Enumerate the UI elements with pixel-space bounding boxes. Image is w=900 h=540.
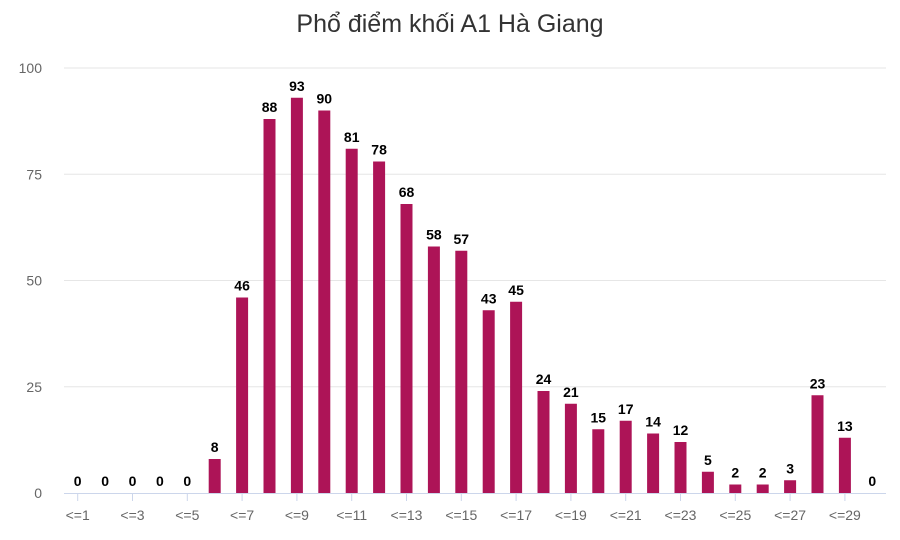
data-label: 58 xyxy=(426,227,442,243)
bar xyxy=(373,161,386,493)
bar xyxy=(510,301,523,493)
data-label: 5 xyxy=(704,452,712,468)
x-tick-label: <=23 xyxy=(665,507,697,523)
data-label: 0 xyxy=(183,473,191,489)
data-label: 2 xyxy=(759,465,767,481)
bar xyxy=(455,250,468,493)
x-tick-label: <=21 xyxy=(610,507,642,523)
data-label: 0 xyxy=(868,473,876,489)
data-label: 57 xyxy=(454,231,470,247)
y-tick-label: 50 xyxy=(26,273,42,289)
bar xyxy=(208,459,221,493)
data-label: 68 xyxy=(399,184,415,200)
bar xyxy=(236,297,249,493)
x-tick-label: <=29 xyxy=(829,507,861,523)
bar xyxy=(400,204,413,493)
x-tick-label: <=15 xyxy=(445,507,477,523)
bar xyxy=(263,119,276,493)
x-tick-label: <=1 xyxy=(66,507,90,523)
bar xyxy=(647,433,660,493)
bar xyxy=(345,148,358,493)
x-axis: <=1 <=3 <=5 <=7 <=9 <=11 <=13 <=15 <=17 <=19 <=21 <… xyxy=(64,493,886,523)
bar xyxy=(729,484,742,493)
chart-title: Phổ điểm khối A1 Hà Giang xyxy=(296,10,604,38)
data-label: 45 xyxy=(508,282,524,298)
y-tick-label: 100 xyxy=(19,60,43,76)
x-tick-label: <=17 xyxy=(500,507,532,523)
bar xyxy=(427,246,440,493)
data-label: 23 xyxy=(810,375,826,391)
data-label: 0 xyxy=(101,473,109,489)
data-label: 2 xyxy=(731,465,739,481)
x-tick-label: <=19 xyxy=(555,507,587,523)
data-label: 0 xyxy=(129,473,137,489)
bar xyxy=(592,429,605,493)
data-labels: 0 0 0 0 0 8 46 88 93 90 81 78 68 58 57 43 45 24 21 15 17 14 12… xyxy=(74,78,877,489)
y-tick-label: 0 xyxy=(34,485,42,501)
bar xyxy=(564,403,577,493)
data-label: 78 xyxy=(371,142,387,158)
data-label: 14 xyxy=(645,414,661,430)
bar xyxy=(784,480,797,493)
data-label: 15 xyxy=(591,409,607,425)
data-label: 12 xyxy=(673,422,689,438)
data-label: 3 xyxy=(786,460,794,476)
data-label: 0 xyxy=(156,473,164,489)
bar xyxy=(537,391,550,493)
bar xyxy=(482,310,495,493)
data-label: 90 xyxy=(317,91,333,107)
data-label: 46 xyxy=(234,278,250,294)
bar xyxy=(290,97,303,493)
bar xyxy=(756,484,769,493)
data-label: 13 xyxy=(837,418,853,434)
x-tick-label: <=13 xyxy=(391,507,423,523)
y-axis: 0 25 50 75 100 xyxy=(19,60,43,501)
bar xyxy=(318,110,331,493)
data-label: 81 xyxy=(344,129,360,145)
gridlines xyxy=(64,67,886,388)
y-tick-label: 25 xyxy=(26,379,42,395)
data-label: 21 xyxy=(563,384,579,400)
data-label: 17 xyxy=(618,401,634,417)
bar xyxy=(701,471,714,493)
bars xyxy=(208,97,851,493)
bar xyxy=(619,420,632,493)
data-label: 24 xyxy=(536,371,552,387)
y-tick-label: 75 xyxy=(26,166,42,182)
x-tick-label: <=3 xyxy=(120,507,144,523)
bar xyxy=(674,442,687,493)
x-tick-label: <=5 xyxy=(175,507,199,523)
x-tick-label: <=27 xyxy=(774,507,806,523)
bar xyxy=(838,437,851,493)
data-label: 93 xyxy=(289,78,305,94)
x-tick-label: <=25 xyxy=(719,507,751,523)
data-label: 43 xyxy=(481,290,497,306)
data-label: 88 xyxy=(262,99,278,115)
x-tick-label: <=9 xyxy=(285,507,309,523)
x-tick-label: <=11 xyxy=(336,507,367,523)
bar xyxy=(811,395,824,493)
x-tick-label: <=7 xyxy=(230,507,254,523)
data-label: 0 xyxy=(74,473,82,489)
data-label: 8 xyxy=(211,439,219,455)
